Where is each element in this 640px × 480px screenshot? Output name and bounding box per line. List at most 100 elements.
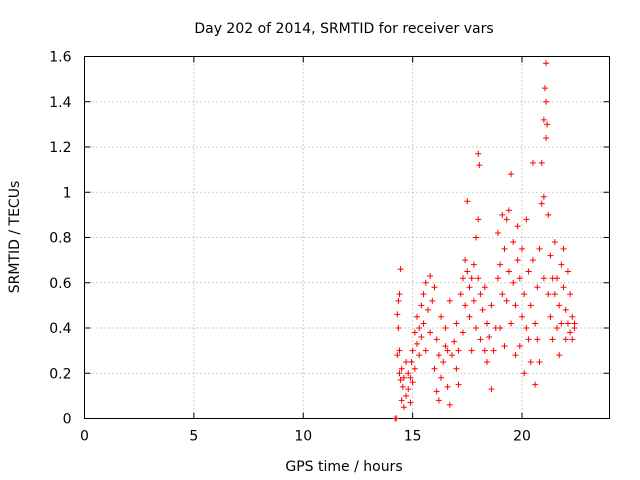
data-point: [508, 320, 515, 327]
data-point: [438, 313, 445, 320]
data-point: [400, 374, 407, 381]
data-point: [455, 347, 462, 354]
data-point: [567, 291, 574, 298]
data-point: [420, 320, 427, 327]
data-point: [405, 370, 412, 377]
data-point: [446, 401, 453, 408]
data-point: [525, 336, 532, 343]
data-point: [556, 352, 563, 359]
data-point: [475, 150, 482, 157]
data-point: [486, 334, 493, 341]
data-point: [499, 211, 506, 218]
data-point: [470, 261, 477, 268]
data-point: [571, 325, 578, 331]
data-point: [420, 291, 427, 298]
data-point: [564, 320, 571, 327]
data-point: [405, 386, 412, 393]
data-point: [422, 279, 429, 286]
data-point: [431, 284, 438, 291]
data-point: [545, 211, 552, 218]
data-point: [395, 325, 402, 331]
y-tick-label: 1.2: [49, 140, 71, 156]
x-tick-label: 10: [294, 429, 312, 445]
data-point: [503, 216, 510, 223]
data-point: [475, 216, 482, 223]
data-point: [422, 347, 429, 354]
data-point: [453, 320, 460, 327]
data-point: [534, 284, 541, 291]
data-point: [459, 275, 466, 282]
data-point: [403, 358, 410, 365]
x-tick-label: 0: [80, 429, 89, 445]
data-point: [444, 383, 451, 390]
data-point: [473, 325, 480, 331]
data-point: [473, 234, 480, 241]
data-point: [477, 291, 484, 298]
x-tick-label: 5: [189, 429, 198, 445]
data-point: [510, 239, 517, 246]
data-point: [395, 297, 402, 304]
data-point: [501, 343, 508, 350]
data-point: [399, 383, 406, 390]
data-point: [529, 159, 536, 166]
data-point: [455, 381, 462, 388]
y-tick-label: 1: [63, 185, 72, 201]
data-point: [442, 343, 449, 350]
data-point: [541, 85, 548, 92]
data-point: [538, 200, 545, 207]
data-point: [536, 358, 543, 365]
data-point: [499, 291, 506, 298]
data-point: [488, 386, 495, 393]
data-point: [416, 352, 423, 359]
data-point: [569, 313, 576, 320]
data-point: [398, 365, 405, 372]
x-tick-label: 20: [513, 429, 531, 445]
data-point: [418, 334, 425, 341]
data-point: [475, 275, 482, 282]
data-point: [560, 284, 567, 291]
data-point: [516, 343, 523, 350]
y-tick-label: 0.4: [49, 321, 71, 337]
data-point: [470, 297, 477, 304]
data-point: [481, 347, 488, 354]
data-point: [431, 365, 438, 372]
data-point: [505, 268, 512, 275]
data-point: [519, 245, 525, 252]
y-tick-label: 1.6: [49, 50, 71, 66]
data-point: [396, 291, 403, 298]
data-point: [438, 374, 445, 381]
data-point: [544, 121, 551, 128]
data-point: [532, 381, 539, 388]
data-point: [396, 347, 403, 354]
data-point: [449, 352, 455, 359]
data-point: [503, 297, 510, 304]
data-point: [521, 291, 528, 298]
data-point: [564, 268, 571, 275]
data-point: [481, 284, 488, 291]
data-point: [462, 257, 469, 264]
data-point: [435, 397, 442, 404]
data-point: [569, 336, 576, 343]
data-point: [408, 358, 415, 365]
data-point: [529, 257, 536, 264]
data-point: [459, 329, 466, 336]
data-point: [394, 352, 401, 359]
data-point: [494, 229, 501, 236]
data-point: [466, 313, 473, 320]
data-point: [551, 239, 558, 246]
data-point: [562, 336, 569, 343]
data-point: [468, 275, 475, 282]
axis-ticks: 0 5 10 15 20 0 0.2 0.4 0.6 0.8 1 1.2 1.4 1.6: [49, 50, 610, 445]
data-point: [547, 252, 554, 259]
data-point: [523, 325, 530, 331]
data-point: [476, 162, 483, 169]
data-point: [427, 272, 434, 279]
data-point: [514, 257, 521, 264]
y-axis-label: SRMTID / TECUs: [7, 181, 23, 294]
data-point: [497, 261, 504, 268]
data-point: [514, 223, 521, 230]
y-tick-label: 0.2: [49, 366, 71, 382]
data-point: [444, 347, 451, 354]
